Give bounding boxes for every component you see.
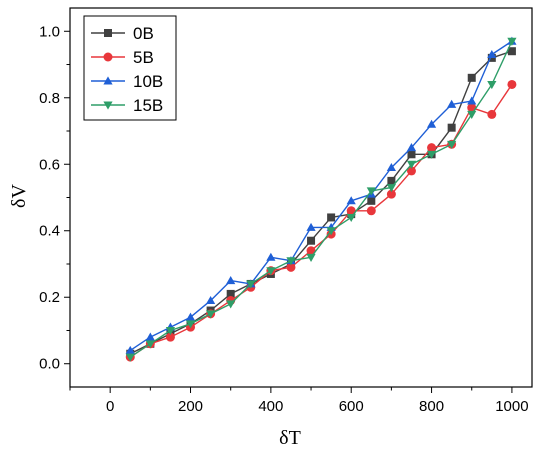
data-point-10B-900 bbox=[467, 96, 477, 105]
data-point-10B-250 bbox=[206, 295, 216, 305]
legend-label: 5B bbox=[133, 48, 154, 67]
data-point-0B-650 bbox=[367, 196, 376, 205]
data-point-15B-500 bbox=[306, 253, 316, 262]
y-tick-label: 0.4 bbox=[39, 223, 60, 240]
data-point-5B-450 bbox=[286, 262, 296, 272]
data-point-15B-150 bbox=[165, 327, 176, 336]
data-point-15B-200 bbox=[185, 320, 196, 329]
data-point-15B-700 bbox=[386, 184, 396, 193]
data-point-0B-850 bbox=[447, 123, 456, 132]
data-point-10B-100 bbox=[145, 332, 155, 341]
series-layer bbox=[125, 36, 517, 362]
data-point-15B-350 bbox=[246, 280, 256, 289]
x-tick-label: 800 bbox=[419, 398, 444, 415]
series-15B bbox=[125, 37, 517, 362]
data-point-5B-750 bbox=[406, 166, 416, 176]
series-line-15B bbox=[129, 40, 513, 358]
data-point-15B-550 bbox=[326, 227, 336, 236]
data-point-15B-100 bbox=[145, 340, 155, 349]
data-point-0B-750 bbox=[407, 150, 416, 159]
y-axis-title: δV bbox=[8, 184, 30, 208]
y-tick-label: 0.2 bbox=[39, 289, 60, 306]
data-point-15B-1000 bbox=[507, 37, 517, 46]
data-point-10B-400 bbox=[266, 252, 276, 261]
legend-marker bbox=[103, 76, 113, 85]
data-point-10B-700 bbox=[386, 162, 396, 172]
x-tick-label: 200 bbox=[178, 398, 203, 415]
data-point-15B-600 bbox=[346, 213, 356, 223]
data-point-10B-200 bbox=[185, 312, 196, 321]
x-axis-title: δT bbox=[279, 427, 301, 449]
axis-ticks: 0 200 400 600 800 1000 0.0 0.2 0.4 0.6 0.8 1.0 bbox=[39, 23, 528, 415]
legend-marker bbox=[104, 29, 112, 37]
data-point-0B-300 bbox=[226, 289, 235, 298]
data-point-15B-850 bbox=[447, 140, 457, 149]
x-tick-label: 0 bbox=[106, 398, 114, 415]
data-point-5B-950 bbox=[487, 109, 497, 119]
y-tick-label: 0.0 bbox=[39, 356, 60, 373]
legend-marker bbox=[103, 101, 113, 110]
data-point-15B-50 bbox=[125, 353, 135, 362]
series-line-0B bbox=[129, 50, 513, 355]
legend-entry-15B: 15B bbox=[91, 96, 163, 115]
x-tick-label: 600 bbox=[339, 398, 364, 415]
legend-label: 10B bbox=[133, 72, 163, 91]
data-point-10B-500 bbox=[306, 222, 316, 231]
data-point-10B-850 bbox=[447, 99, 457, 108]
data-point-5B-150 bbox=[165, 332, 175, 342]
data-point-0B-1000 bbox=[507, 47, 516, 56]
data-point-5B-1000 bbox=[507, 79, 517, 89]
legend-label: 15B bbox=[133, 96, 163, 115]
series-0B bbox=[126, 47, 516, 358]
legend-entry-10B: 10B bbox=[91, 72, 163, 91]
data-point-0B-700 bbox=[387, 176, 396, 185]
data-point-15B-950 bbox=[487, 81, 497, 90]
data-point-10B-50 bbox=[125, 345, 135, 354]
data-point-10B-800 bbox=[426, 119, 437, 128]
data-point-10B-300 bbox=[226, 276, 236, 285]
series-line-10B bbox=[129, 40, 513, 351]
y-tick-label: 0.8 bbox=[39, 90, 60, 107]
legend-marker bbox=[103, 52, 113, 62]
data-point-0B-500 bbox=[307, 236, 316, 245]
data-point-15B-250 bbox=[206, 310, 216, 319]
data-point-5B-700 bbox=[386, 189, 396, 199]
legend-label: 0B bbox=[133, 24, 154, 43]
series-10B bbox=[125, 36, 517, 354]
legend-entry-5B: 5B bbox=[91, 48, 154, 67]
legend-entry-0B: 0B bbox=[91, 24, 154, 43]
series-5B bbox=[125, 79, 517, 362]
data-point-10B-600 bbox=[346, 196, 356, 205]
data-point-15B-800 bbox=[426, 150, 437, 159]
y-tick-label: 0.6 bbox=[39, 156, 60, 173]
data-point-15B-300 bbox=[226, 300, 236, 309]
data-point-15B-450 bbox=[286, 257, 296, 266]
y-tick-label: 1.0 bbox=[39, 23, 60, 40]
data-point-0B-900 bbox=[467, 73, 476, 82]
data-point-5B-800 bbox=[427, 143, 437, 153]
legend: 0B 5B 10B 15B bbox=[83, 15, 177, 121]
data-point-5B-600 bbox=[346, 206, 356, 216]
x-tick-label: 400 bbox=[258, 398, 283, 415]
data-point-0B-550 bbox=[327, 213, 336, 222]
data-point-5B-650 bbox=[366, 206, 376, 216]
data-point-15B-650 bbox=[366, 187, 376, 196]
data-point-5B-500 bbox=[306, 246, 316, 256]
data-point-15B-900 bbox=[467, 110, 477, 119]
data-point-15B-400 bbox=[266, 267, 276, 276]
x-tick-label: 1000 bbox=[495, 398, 528, 415]
data-point-10B-950 bbox=[487, 49, 497, 58]
data-point-10B-750 bbox=[406, 143, 417, 152]
data-point-15B-750 bbox=[406, 160, 417, 169]
